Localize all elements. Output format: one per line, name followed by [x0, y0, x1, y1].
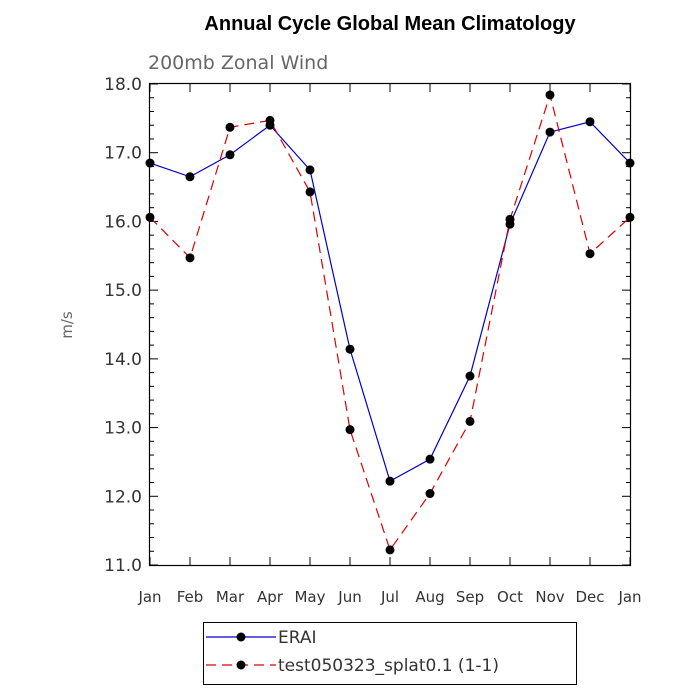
data-point-1	[505, 214, 515, 224]
y-tick-label: 12.0	[104, 487, 142, 507]
chart-subtitle: 200mb Zonal Wind	[148, 52, 328, 74]
legend-marker-test	[236, 660, 246, 670]
x-tick-label: Mar	[216, 588, 245, 606]
x-tick-label: Feb	[177, 588, 204, 606]
plot-frame	[148, 82, 632, 567]
legend: ERAI test050323_splat0.1 (1-1)	[203, 622, 577, 685]
y-tick-labels: 11.0 12.0 13.0 14.0 15.0 16.0 17.0 18.0	[104, 75, 142, 576]
x-tick-label: Jul	[380, 588, 399, 606]
x-tick-label: Sep	[456, 588, 484, 606]
y-tick-label: 16.0	[104, 212, 142, 232]
data-point-1	[145, 212, 155, 222]
axis-ticks	[149, 83, 631, 566]
chart-title: Annual Cycle Global Mean Climatology	[204, 13, 576, 35]
data-point-0	[465, 371, 475, 381]
x-tick-label: Apr	[257, 588, 284, 606]
y-tick-label: 15.0	[104, 281, 142, 301]
data-point-1	[625, 212, 635, 222]
data-point-1	[545, 90, 555, 100]
data-point-1	[345, 425, 355, 435]
y-tick-label: 18.0	[104, 75, 142, 95]
y-tick-label: 14.0	[104, 350, 142, 370]
data-point-1	[305, 187, 315, 197]
data-point-0	[185, 172, 195, 182]
x-tick-label: Jun	[337, 588, 361, 606]
data-point-1	[225, 122, 235, 132]
data-point-0	[385, 476, 395, 486]
x-tick-label: Jan	[617, 588, 641, 606]
data-point-0	[345, 344, 355, 354]
data-point-0	[225, 150, 235, 160]
legend-label-test: test050323_splat0.1 (1-1)	[278, 656, 499, 676]
y-tick-label: 11.0	[104, 556, 142, 576]
x-tick-labels: Jan Feb Mar Apr May Jun Jul Aug Sep Oct Nov Dec Jan	[137, 588, 641, 606]
data-series	[145, 90, 635, 555]
data-point-1	[265, 115, 275, 125]
data-point-0	[305, 165, 315, 175]
data-point-1	[425, 489, 435, 499]
data-point-0	[625, 158, 635, 168]
legend-box	[203, 622, 577, 685]
y-tick-label: 13.0	[104, 419, 142, 439]
data-point-0	[145, 158, 155, 168]
x-tick-label: Oct	[497, 588, 523, 606]
data-point-0	[425, 454, 435, 464]
legend-label-erai: ERAI	[278, 628, 317, 648]
x-tick-label: Aug	[415, 588, 444, 606]
data-point-1	[585, 249, 595, 259]
x-tick-label: May	[294, 588, 325, 606]
y-axis-label: m/s	[58, 311, 76, 339]
series-line-0	[149, 121, 631, 483]
x-tick-label: Jan	[137, 588, 161, 606]
legend-marker-erai	[236, 632, 246, 642]
data-point-1	[465, 416, 475, 426]
data-point-0	[585, 117, 595, 127]
x-tick-label: Dec	[575, 588, 604, 606]
data-point-1	[185, 253, 195, 263]
x-tick-label: Nov	[535, 588, 564, 606]
y-tick-label: 17.0	[104, 144, 142, 164]
data-point-1	[385, 545, 395, 555]
data-point-0	[545, 127, 555, 137]
